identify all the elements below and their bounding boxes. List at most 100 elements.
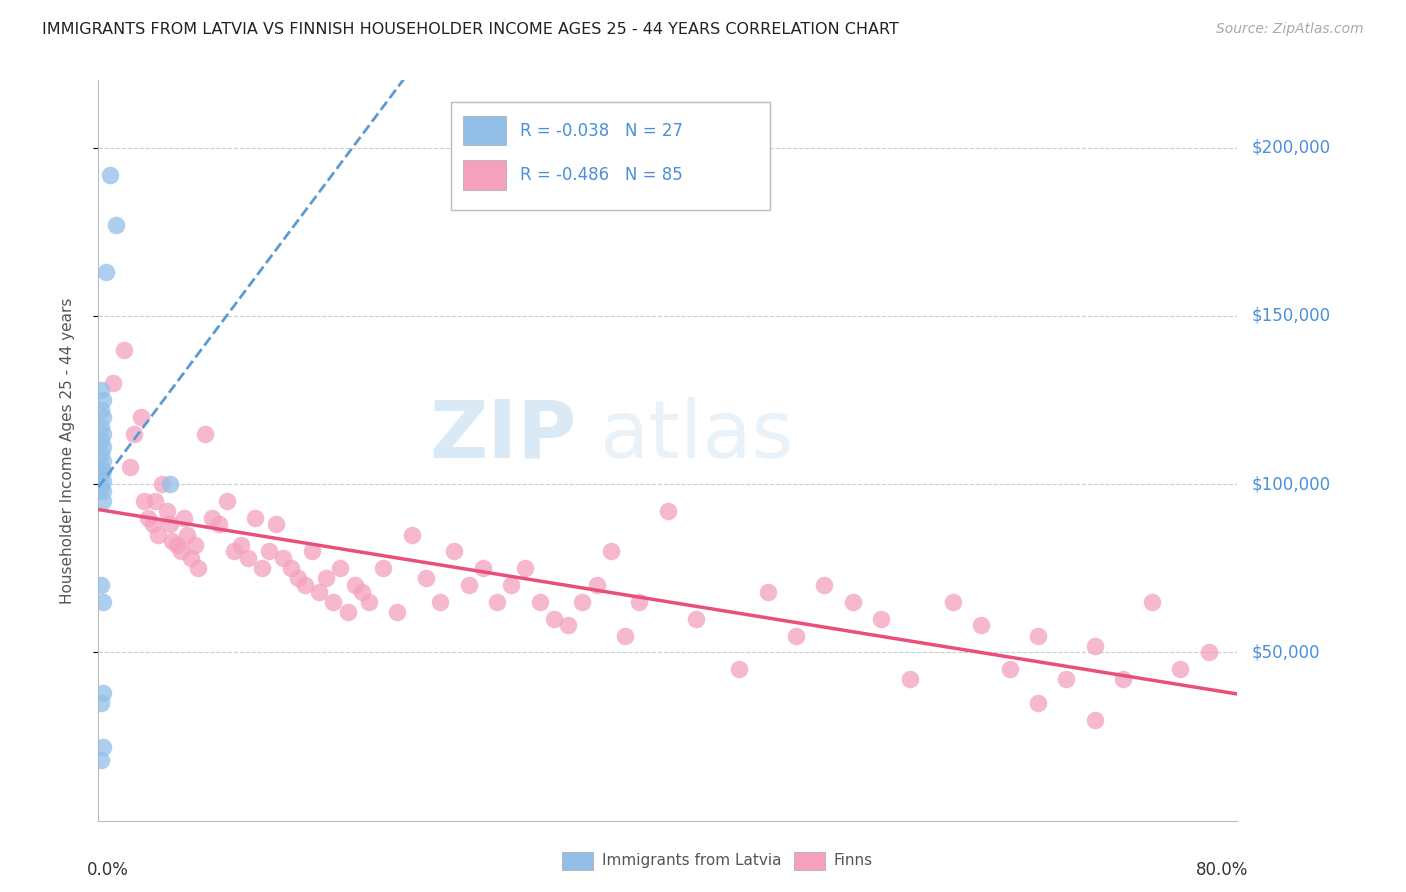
Point [259, 544, 281, 558]
Point [250, 561, 273, 575]
Point [870, 612, 893, 626]
Point [1084, 713, 1107, 727]
FancyBboxPatch shape [463, 161, 506, 190]
Point [148, 527, 170, 541]
Point [91, 474, 114, 488]
Point [91, 595, 114, 609]
Text: atlas: atlas [599, 397, 794, 475]
Point [91, 686, 114, 700]
Point [156, 504, 179, 518]
Point [152, 477, 174, 491]
Point [90, 696, 112, 710]
Point [322, 595, 344, 609]
Point [90, 578, 112, 592]
Text: Source: ZipAtlas.com: Source: ZipAtlas.com [1216, 22, 1364, 37]
Point [401, 527, 423, 541]
Point [222, 544, 245, 558]
Text: ZIP: ZIP [429, 397, 576, 475]
Point [187, 561, 209, 575]
Point [585, 578, 607, 592]
Point [91, 392, 114, 407]
Point [173, 510, 195, 524]
Text: R = -0.486   N = 85: R = -0.486 N = 85 [520, 166, 682, 184]
Point [184, 538, 207, 552]
Point [898, 673, 921, 687]
Point [457, 578, 479, 592]
Text: R = -0.038   N = 27: R = -0.038 N = 27 [520, 121, 683, 140]
Point [118, 460, 141, 475]
Point [529, 595, 551, 609]
Point [287, 571, 309, 585]
Point [785, 628, 807, 642]
Point [141, 517, 163, 532]
Point [90, 481, 112, 495]
FancyBboxPatch shape [463, 116, 506, 145]
Point [315, 571, 337, 585]
Point [728, 662, 751, 676]
Point [90, 447, 112, 461]
Point [91, 494, 114, 508]
Point [842, 595, 865, 609]
Point [94, 265, 117, 279]
Point [350, 584, 373, 599]
Text: Finns: Finns [834, 854, 873, 868]
Point [166, 538, 188, 552]
Point [273, 551, 295, 566]
Text: $200,000: $200,000 [1251, 138, 1330, 157]
Point [308, 584, 330, 599]
Point [329, 561, 352, 575]
Point [336, 605, 359, 619]
Text: Immigrants from Latvia: Immigrants from Latvia [602, 854, 782, 868]
FancyBboxPatch shape [451, 103, 770, 210]
Point [685, 612, 707, 626]
Text: $100,000: $100,000 [1251, 475, 1330, 493]
Point [301, 544, 323, 558]
Point [1056, 673, 1078, 687]
Point [443, 544, 465, 558]
Point [180, 551, 202, 566]
Point [101, 376, 124, 391]
Point [1026, 628, 1049, 642]
Point [1140, 595, 1163, 609]
Point [543, 612, 565, 626]
Point [159, 477, 181, 491]
Point [1084, 639, 1107, 653]
Point [1026, 696, 1049, 710]
Point [194, 426, 217, 441]
Point [515, 561, 537, 575]
Point [129, 409, 152, 424]
Point [294, 578, 316, 592]
Text: $150,000: $150,000 [1251, 307, 1330, 325]
Point [343, 578, 366, 592]
Point [415, 571, 437, 585]
Point [91, 739, 114, 754]
Point [813, 578, 835, 592]
Point [136, 510, 159, 524]
Point [91, 453, 114, 467]
Point [429, 595, 451, 609]
Point [600, 544, 623, 558]
Point [201, 510, 224, 524]
Point [1112, 673, 1135, 687]
Point [471, 561, 494, 575]
Text: 0.0%: 0.0% [87, 862, 129, 880]
Point [91, 426, 114, 441]
Y-axis label: Householder Income Ages 25 - 44 years: Householder Income Ages 25 - 44 years [60, 297, 75, 604]
Point [387, 605, 409, 619]
Point [1170, 662, 1192, 676]
Point [756, 584, 779, 599]
Point [91, 440, 114, 454]
Point [98, 168, 121, 182]
Text: 80.0%: 80.0% [1197, 862, 1249, 880]
Point [657, 504, 679, 518]
Text: $50,000: $50,000 [1251, 643, 1320, 661]
Point [159, 517, 181, 532]
Point [571, 595, 593, 609]
Point [132, 494, 155, 508]
Point [208, 517, 231, 532]
Point [486, 595, 509, 609]
Point [91, 483, 114, 498]
Point [970, 618, 993, 632]
Point [91, 409, 114, 424]
Point [280, 561, 302, 575]
